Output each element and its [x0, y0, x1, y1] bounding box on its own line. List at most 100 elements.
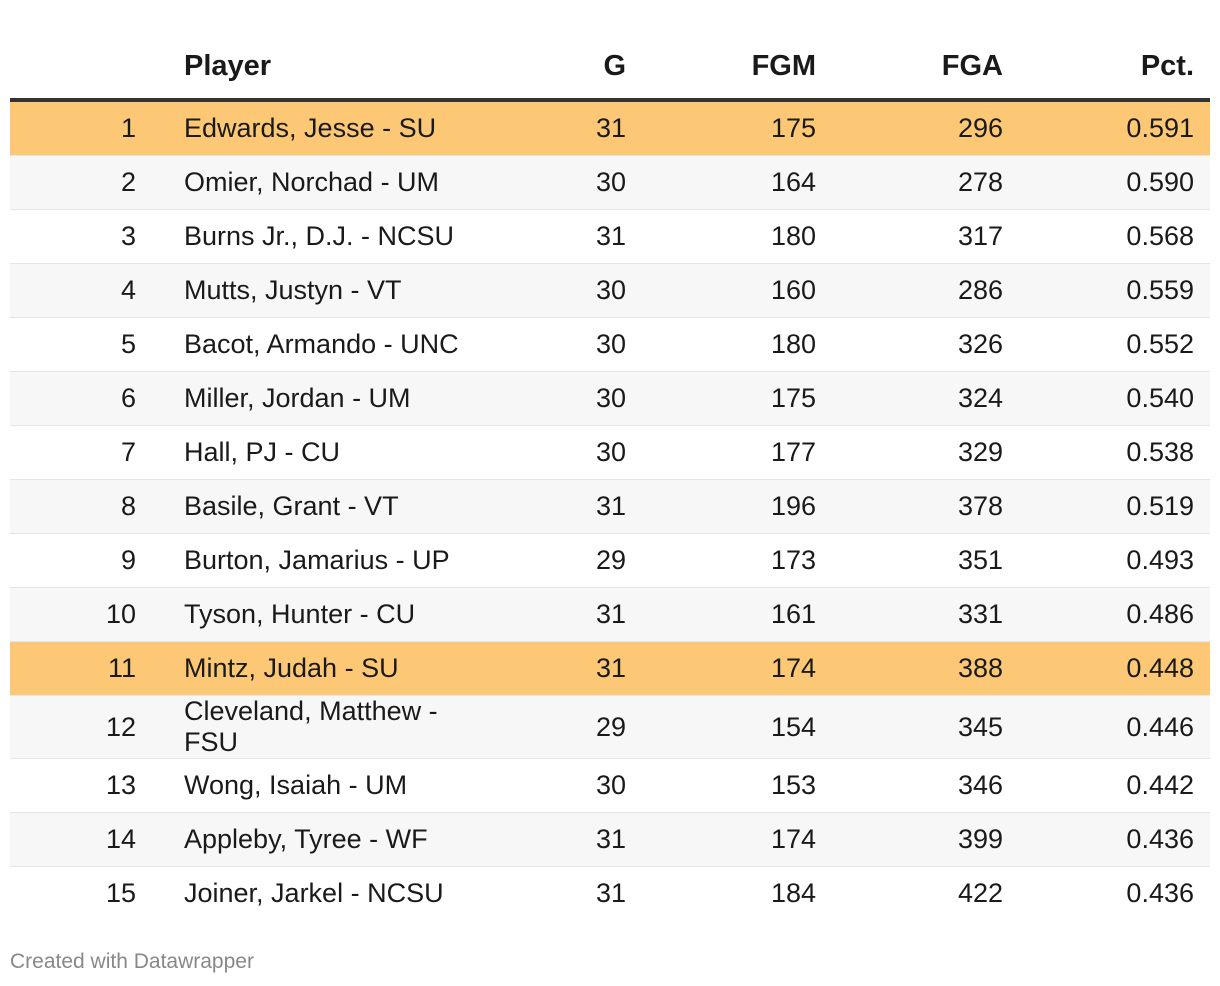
cell-fga: 346 [832, 758, 1019, 813]
cell-player: Burns Jr., D.J. - NCSU [152, 209, 480, 264]
table-row: 5 Bacot, Armando - UNC 30 180 326 0.552 [10, 317, 1210, 372]
table-row: 8 Basile, Grant - VT 31 196 378 0.519 [10, 479, 1210, 534]
cell-fga: 278 [832, 155, 1019, 210]
cell-player: Mutts, Justyn - VT [152, 263, 480, 318]
cell-fga: 326 [832, 317, 1019, 372]
cell-rank: 1 [10, 100, 152, 156]
table-row-highlighted: 11 Mintz, Judah - SU 31 174 388 0.448 [10, 641, 1210, 696]
cell-player: Cleveland, Matthew - FSU [152, 695, 480, 759]
cell-games: 31 [480, 100, 642, 156]
cell-fgm: 177 [642, 425, 832, 480]
cell-pct: 0.559 [1019, 263, 1210, 318]
cell-fga: 296 [832, 100, 1019, 156]
cell-rank: 2 [10, 155, 152, 210]
table-row: 15 Joiner, Jarkel - NCSU 31 184 422 0.436 [10, 866, 1210, 920]
cell-pct: 0.442 [1019, 758, 1210, 813]
cell-rank: 13 [10, 758, 152, 813]
cell-pct: 0.538 [1019, 425, 1210, 480]
cell-pct: 0.552 [1019, 317, 1210, 372]
cell-fga: 399 [832, 812, 1019, 867]
table-row-highlighted: 1 Edwards, Jesse - SU 31 175 296 0.591 [10, 100, 1210, 156]
cell-games: 30 [480, 155, 642, 210]
datawrapper-credit: Created with Datawrapper [10, 950, 254, 973]
cell-fga: 422 [832, 866, 1019, 920]
cell-rank: 9 [10, 533, 152, 588]
cell-rank: 8 [10, 479, 152, 534]
cell-games: 31 [480, 641, 642, 696]
cell-fgm: 154 [642, 695, 832, 759]
cell-fgm: 160 [642, 263, 832, 318]
cell-rank: 4 [10, 263, 152, 318]
cell-rank: 12 [10, 695, 152, 759]
table-row: 2 Omier, Norchad - UM 30 164 278 0.590 [10, 155, 1210, 210]
cell-rank: 15 [10, 866, 152, 920]
cell-fga: 388 [832, 641, 1019, 696]
cell-rank: 14 [10, 812, 152, 867]
cell-player: Tyson, Hunter - CU [152, 587, 480, 642]
cell-player: Bacot, Armando - UNC [152, 317, 480, 372]
cell-fgm: 175 [642, 100, 832, 156]
cell-rank: 3 [10, 209, 152, 264]
cell-fga: 331 [832, 587, 1019, 642]
cell-games: 31 [480, 866, 642, 920]
stats-table-container: Player G FGM FGA Pct. 1 Edwards, Jesse - … [10, 34, 1210, 920]
cell-fga: 286 [832, 263, 1019, 318]
cell-fgm: 174 [642, 812, 832, 867]
cell-fgm: 174 [642, 641, 832, 696]
cell-player: Appleby, Tyree - WF [152, 812, 480, 867]
cell-games: 31 [480, 812, 642, 867]
cell-rank: 7 [10, 425, 152, 480]
cell-fga: 317 [832, 209, 1019, 264]
cell-player: Omier, Norchad - UM [152, 155, 480, 210]
cell-pct: 0.590 [1019, 155, 1210, 210]
cell-pct: 0.446 [1019, 695, 1210, 759]
cell-pct: 0.436 [1019, 866, 1210, 920]
cell-pct: 0.493 [1019, 533, 1210, 588]
cell-fgm: 153 [642, 758, 832, 813]
cell-rank: 5 [10, 317, 152, 372]
cell-fgm: 175 [642, 371, 832, 426]
cell-fgm: 184 [642, 866, 832, 920]
cell-player: Joiner, Jarkel - NCSU [152, 866, 480, 920]
table-row: 3 Burns Jr., D.J. - NCSU 31 180 317 0.568 [10, 209, 1210, 264]
cell-fga: 378 [832, 479, 1019, 534]
cell-fga: 329 [832, 425, 1019, 480]
cell-games: 31 [480, 209, 642, 264]
cell-games: 30 [480, 758, 642, 813]
cell-player: Miller, Jordan - UM [152, 371, 480, 426]
table-row: 4 Mutts, Justyn - VT 30 160 286 0.559 [10, 263, 1210, 318]
cell-fgm: 180 [642, 317, 832, 372]
cell-pct: 0.568 [1019, 209, 1210, 264]
cell-player: Mintz, Judah - SU [152, 641, 480, 696]
cell-games: 31 [480, 587, 642, 642]
table-row: 7 Hall, PJ - CU 30 177 329 0.538 [10, 425, 1210, 480]
cell-player: Wong, Isaiah - UM [152, 758, 480, 813]
cell-fgm: 161 [642, 587, 832, 642]
header-fgm: FGM [642, 34, 832, 102]
cell-fgm: 164 [642, 155, 832, 210]
table-body: 1 Edwards, Jesse - SU 31 175 296 0.591 2 Omier,… [10, 100, 1210, 920]
cell-player: Edwards, Jesse - SU [152, 100, 480, 156]
header-player: Player [152, 34, 480, 102]
table-row: 10 Tyson, Hunter - CU 31 161 331 0.486 [10, 587, 1210, 642]
table-row: 13 Wong, Isaiah - UM 30 153 346 0.442 [10, 758, 1210, 813]
cell-games: 30 [480, 317, 642, 372]
cell-pct: 0.519 [1019, 479, 1210, 534]
cell-games: 30 [480, 425, 642, 480]
cell-games: 30 [480, 263, 642, 318]
cell-pct: 0.436 [1019, 812, 1210, 867]
cell-fgm: 180 [642, 209, 832, 264]
cell-games: 31 [480, 479, 642, 534]
table-row: 6 Miller, Jordan - UM 30 175 324 0.540 [10, 371, 1210, 426]
table-row: 9 Burton, Jamarius - UP 29 173 351 0.493 [10, 533, 1210, 588]
cell-player: Hall, PJ - CU [152, 425, 480, 480]
cell-rank: 6 [10, 371, 152, 426]
cell-games: 29 [480, 533, 642, 588]
header-fga: FGA [832, 34, 1019, 102]
cell-pct: 0.448 [1019, 641, 1210, 696]
cell-fgm: 173 [642, 533, 832, 588]
cell-pct: 0.540 [1019, 371, 1210, 426]
cell-fgm: 196 [642, 479, 832, 534]
cell-player: Basile, Grant - VT [152, 479, 480, 534]
cell-games: 29 [480, 695, 642, 759]
